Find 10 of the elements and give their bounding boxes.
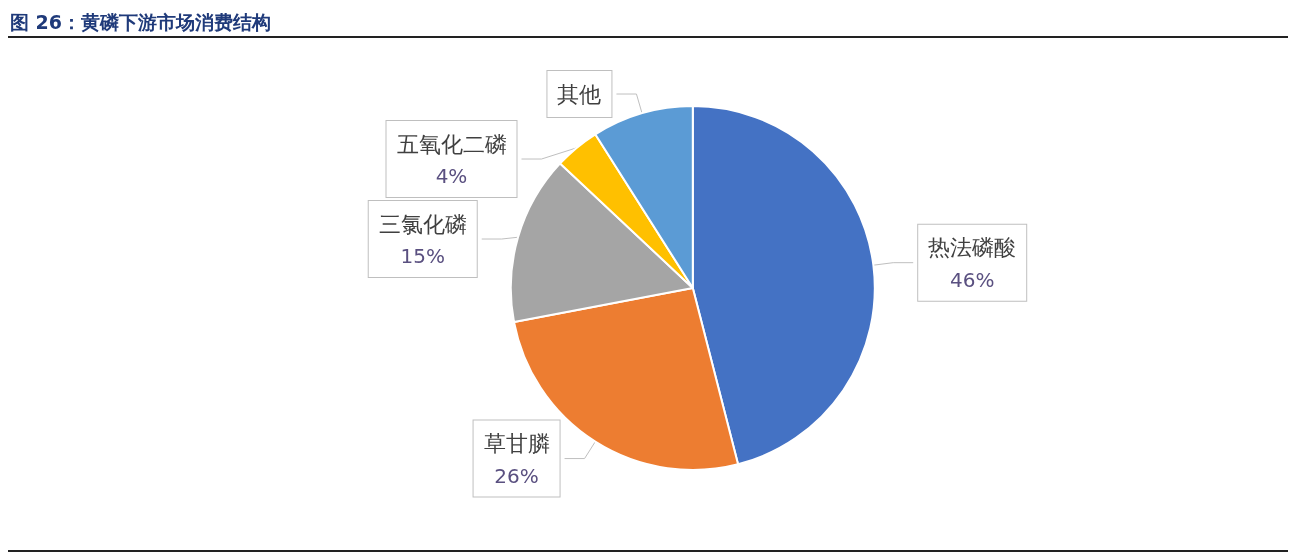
slice-label: 三氯化磷: [378, 211, 467, 237]
slice-label: 其他: [557, 81, 602, 107]
text: 图 26：黄磷下游市场消费结构: [8, 8, 1288, 38]
data-label: 15%: [400, 244, 445, 269]
data-label: 46%: [949, 267, 995, 292]
slice-label: 草甘膦: [483, 431, 550, 457]
slice-label: 热法磷酸: [928, 235, 1017, 261]
data-label: 26%: [494, 463, 539, 488]
slice-label: 五氧化二磷: [396, 131, 507, 157]
data-label: 4%: [435, 164, 468, 189]
